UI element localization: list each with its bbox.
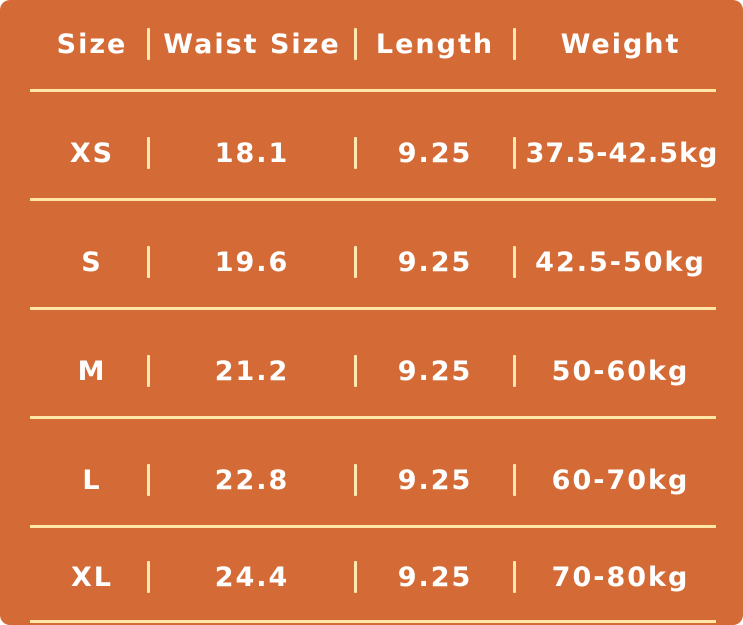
column-separator	[147, 246, 150, 278]
waist-cell: 24.4	[214, 561, 290, 593]
header-row: Size Waist Size Length Weight	[0, 22, 743, 66]
table-row: L 22.8 9.25 60-70kg	[0, 458, 743, 502]
row-divider	[30, 525, 716, 528]
table-row: XS 18.1 9.25 37.5-42.5kg	[0, 131, 743, 175]
size-cell: L	[82, 464, 102, 496]
weight-cell: 37.5-42.5kg	[525, 137, 719, 169]
length-cell: 9.25	[397, 561, 473, 593]
column-separator	[513, 464, 516, 496]
column-separator	[147, 561, 150, 593]
column-separator	[354, 137, 357, 169]
column-separator	[354, 464, 357, 496]
row-divider	[30, 198, 716, 201]
waist-cell: 21.2	[214, 355, 290, 387]
length-cell: 9.25	[397, 137, 473, 169]
weight-cell: 50-60kg	[551, 355, 690, 387]
column-separator	[354, 355, 357, 387]
table-row: XL 24.4 9.25 70-80kg	[0, 555, 743, 599]
column-separator	[513, 355, 516, 387]
header-waist-size: Waist Size	[163, 28, 341, 60]
row-divider	[30, 89, 716, 92]
waist-cell: 22.8	[214, 464, 290, 496]
table-row: S 19.6 9.25 42.5-50kg	[0, 240, 743, 284]
column-separator	[147, 464, 150, 496]
weight-cell: 60-70kg	[551, 464, 690, 496]
column-separator	[147, 137, 150, 169]
table-row: M 21.2 9.25 50-60kg	[0, 349, 743, 393]
column-separator	[354, 28, 357, 60]
row-divider	[30, 307, 716, 310]
size-cell: XL	[70, 561, 114, 593]
header-length: Length	[375, 28, 495, 60]
column-separator	[354, 246, 357, 278]
column-separator	[147, 28, 150, 60]
waist-cell: 18.1	[214, 137, 290, 169]
weight-cell: 42.5-50kg	[535, 246, 706, 278]
column-separator	[147, 355, 150, 387]
row-divider	[30, 416, 716, 419]
column-separator	[513, 246, 516, 278]
weight-cell: 70-80kg	[551, 561, 690, 593]
length-cell: 9.25	[397, 355, 473, 387]
column-separator	[513, 137, 516, 169]
column-separator	[354, 561, 357, 593]
waist-cell: 19.6	[214, 246, 290, 278]
size-cell: S	[81, 246, 103, 278]
length-cell: 9.25	[397, 246, 473, 278]
header-weight: Weight	[560, 28, 681, 60]
column-separator	[513, 561, 516, 593]
size-cell: M	[77, 355, 107, 387]
size-cell: XS	[69, 137, 115, 169]
header-size: Size	[56, 28, 128, 60]
row-divider	[30, 620, 716, 623]
column-separator	[513, 28, 516, 60]
length-cell: 9.25	[397, 464, 473, 496]
